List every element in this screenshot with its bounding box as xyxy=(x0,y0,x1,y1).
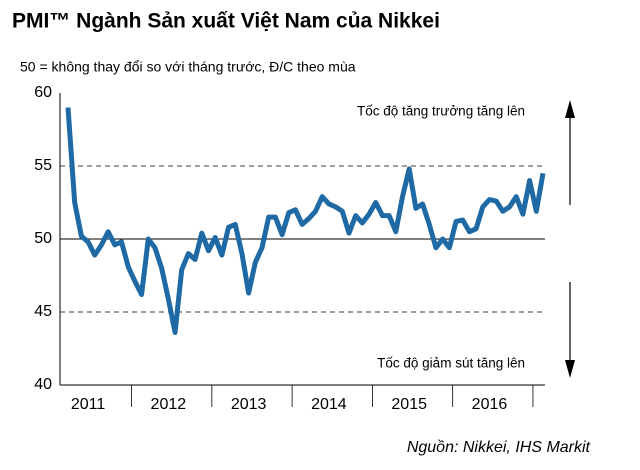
x-tick-label: 2014 xyxy=(311,396,347,413)
x-tick-label: 2015 xyxy=(391,396,427,413)
y-tick-label: 45 xyxy=(34,303,52,320)
x-tick-label: 2011 xyxy=(71,396,106,413)
annotation: Tốc độ giảm sút tăng lên xyxy=(377,356,525,371)
x-tick-label: 2016 xyxy=(472,396,508,413)
y-tick-label: 50 xyxy=(34,230,52,247)
data-line xyxy=(65,107,546,335)
y-tick-label: 60 xyxy=(34,84,52,101)
chart-subtitle: 50 = không thay đổi so với tháng trước, … xyxy=(20,59,356,75)
source: Nguồn: Nikkei, IHS Markit xyxy=(407,439,591,456)
arrow-up xyxy=(565,100,575,205)
annotation: Tốc độ tăng trưởng tăng lên xyxy=(357,104,525,119)
arrow-down xyxy=(565,282,575,378)
x-tick-label: 2012 xyxy=(151,396,187,413)
y-tick-label: 40 xyxy=(34,376,52,393)
x-tick-label: 2013 xyxy=(231,396,267,413)
y-tick-label: 55 xyxy=(34,157,52,174)
chart-title: PMI™ Ngành Sản xuất Việt Nam của Nikkei xyxy=(12,10,440,33)
